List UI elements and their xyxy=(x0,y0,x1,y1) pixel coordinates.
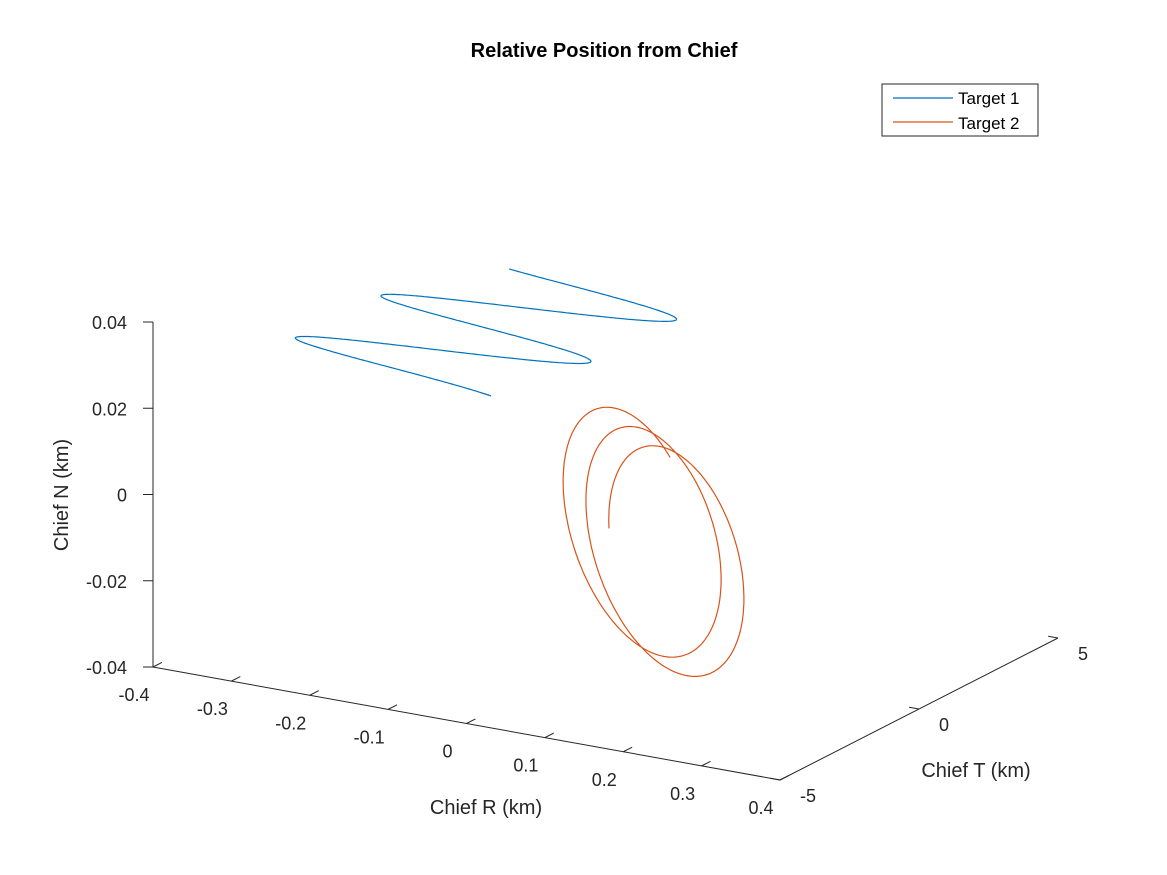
x-tick-label: 0.2 xyxy=(592,770,617,790)
z-tick-label: -0.04 xyxy=(86,658,127,678)
x-axis-label: Chief R (km) xyxy=(430,797,542,819)
z-tick-label: -0.02 xyxy=(86,572,127,592)
x-tick-label: 0.4 xyxy=(748,798,773,818)
y-tick-mark xyxy=(1048,635,1059,639)
legend: Target 1 Target 2 xyxy=(881,83,1039,137)
y-tick-mark xyxy=(909,706,920,710)
chart-title: Relative Position from Chief xyxy=(471,40,738,62)
legend-label-target-2: Target 2 xyxy=(958,114,1019,133)
y-tick-label: 5 xyxy=(1078,644,1088,664)
y-tick-mark xyxy=(770,777,781,781)
legend-box xyxy=(881,83,1039,137)
x-tick-mark xyxy=(466,718,476,724)
x-tick-mark xyxy=(779,775,790,781)
y-tick-label: -5 xyxy=(800,786,816,806)
x-tick-mark xyxy=(309,690,319,696)
series-line-2 xyxy=(562,406,745,677)
x-tick-label: 0.1 xyxy=(513,756,538,776)
series-line-1 xyxy=(294,268,678,397)
legend-label-target-1: Target 1 xyxy=(958,89,1019,108)
tick-marks xyxy=(143,321,1059,781)
tick-labels: -0.4 -0.3 -0.2 -0.1 0 0.1 0.2 0.3 0.4 -5 0 5 -0.04 -0… xyxy=(86,313,1088,818)
z-tick-label: 0 xyxy=(117,486,127,506)
z-tick-label: 0.04 xyxy=(92,313,127,333)
x-tick-label: 0.3 xyxy=(670,784,695,804)
x-tick-mark xyxy=(623,746,633,753)
x-tick-label: -0.1 xyxy=(354,727,385,747)
y-axis-label: Chief T (km) xyxy=(921,760,1030,782)
x-tick-label: -0.4 xyxy=(118,685,149,705)
plot-series xyxy=(294,268,745,677)
z-tick-label: 0.02 xyxy=(92,399,127,419)
z-axis-label: Chief N (km) xyxy=(51,439,73,551)
x-tick-mark xyxy=(701,760,711,767)
x-tick-mark xyxy=(152,662,163,668)
y-tick-label: 0 xyxy=(939,715,949,735)
x-tick-mark xyxy=(387,704,398,710)
x-tick-label: 0 xyxy=(442,742,452,762)
x-tick-label: -0.2 xyxy=(275,713,306,733)
x-tick-label: -0.3 xyxy=(197,699,228,719)
x-tick-mark xyxy=(231,676,241,682)
x-tick-mark xyxy=(544,732,555,739)
